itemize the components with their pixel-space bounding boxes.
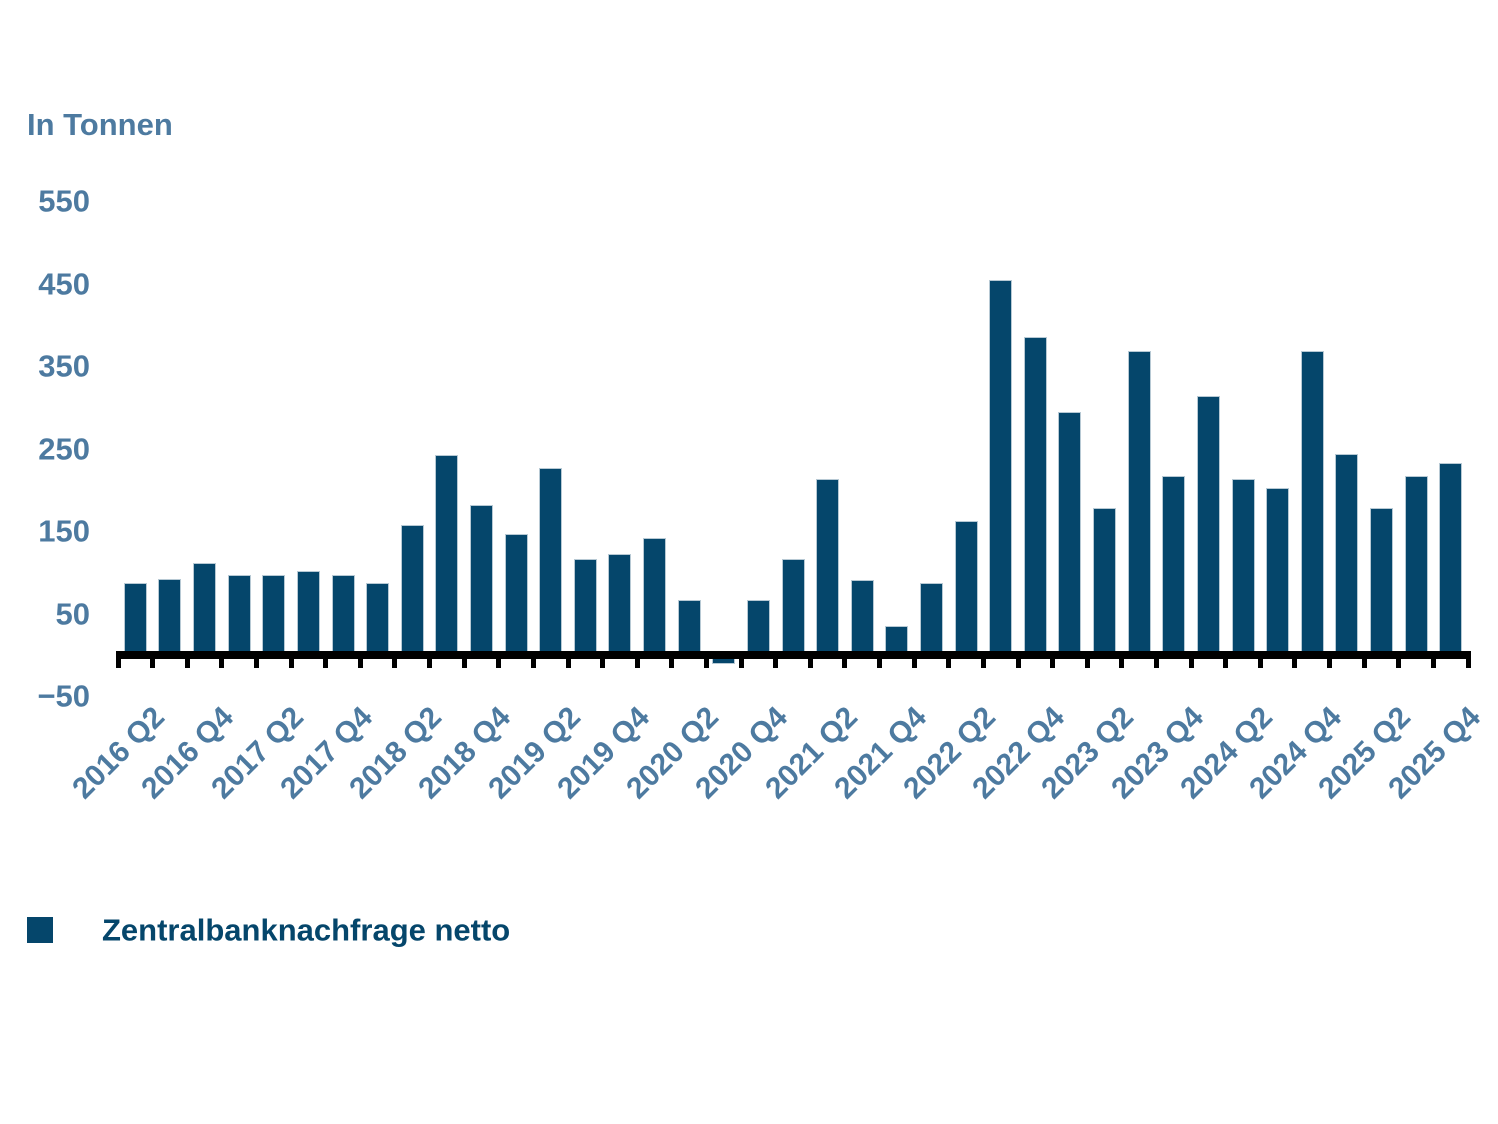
bar [919, 583, 943, 655]
bar [885, 626, 909, 655]
y-axis-label: 450 [38, 266, 90, 302]
x-axis-tick [1465, 651, 1471, 668]
bar [1196, 395, 1220, 655]
x-axis-tick [1257, 651, 1263, 668]
x-axis-tick [1223, 651, 1229, 668]
x-axis-tick [1396, 651, 1402, 668]
x-axis-tick [1292, 651, 1298, 668]
bar [1404, 475, 1428, 655]
bar [1266, 487, 1290, 655]
bar [573, 559, 597, 655]
x-axis-tick [911, 651, 917, 668]
y-axis-label: 350 [38, 348, 90, 384]
bar [816, 479, 840, 655]
bar [1335, 453, 1359, 655]
x-axis-tick [1327, 651, 1333, 668]
bar [331, 574, 355, 655]
x-axis-tick [703, 651, 709, 668]
x-axis-tick [738, 651, 744, 668]
x-axis-tick [877, 651, 883, 668]
x-axis-tick [184, 651, 190, 668]
x-axis-tick [357, 651, 363, 668]
x-axis-tick [842, 651, 848, 668]
x-axis-tick [807, 651, 813, 668]
bar [1127, 350, 1151, 655]
bar [1093, 508, 1117, 655]
x-axis-line [116, 651, 1470, 659]
bar [469, 504, 493, 655]
y-axis-label: 550 [38, 183, 90, 219]
x-axis-tick [1153, 651, 1159, 668]
bar [435, 454, 459, 655]
bar [1162, 475, 1186, 655]
x-axis-tick [980, 651, 986, 668]
y-axis-label: 50 [55, 596, 90, 632]
y-axis-label: 250 [38, 431, 90, 467]
x-axis-tick [600, 651, 606, 668]
bar [262, 574, 286, 655]
x-axis-tick [253, 651, 259, 668]
bar [296, 570, 320, 655]
bar [193, 562, 217, 655]
x-axis-tick [392, 651, 398, 668]
x-axis-tick [1430, 651, 1436, 668]
x-axis-tick [1084, 651, 1090, 668]
bar [1300, 350, 1324, 655]
x-axis-tick [1015, 651, 1021, 668]
bar [1023, 337, 1047, 655]
bar [608, 554, 632, 655]
bar [1369, 508, 1393, 655]
bar [1439, 462, 1463, 655]
x-axis-tick [1050, 651, 1056, 668]
x-axis-tick [427, 651, 433, 668]
bar [539, 467, 563, 655]
bar [989, 279, 1013, 655]
bar [227, 574, 251, 655]
x-axis-tick [461, 651, 467, 668]
y-axis-label: 150 [38, 513, 90, 549]
x-axis-tick [1119, 651, 1125, 668]
y-axis-label: −50 [37, 678, 90, 714]
x-axis-tick [150, 651, 156, 668]
chart-title: In Tonnen [27, 107, 173, 142]
bar [1058, 412, 1082, 655]
bar [677, 599, 701, 655]
bar [1231, 479, 1255, 655]
x-axis-tick [1188, 651, 1194, 668]
x-axis-tick [634, 651, 640, 668]
legend-swatch [27, 917, 53, 943]
bar [712, 655, 736, 665]
x-axis-tick [669, 651, 675, 668]
bar [850, 579, 874, 655]
x-axis-tick [219, 651, 225, 668]
bar [643, 537, 667, 655]
x-axis-tick [323, 651, 329, 668]
bar [746, 599, 770, 655]
x-axis-tick [496, 651, 502, 668]
x-axis-tick [773, 651, 779, 668]
bar [123, 583, 147, 655]
bar [366, 583, 390, 655]
bar [158, 579, 182, 655]
x-axis-tick [530, 651, 536, 668]
bar [954, 521, 978, 655]
x-axis-tick [565, 651, 571, 668]
x-axis-tick [115, 651, 121, 668]
x-axis-tick [946, 651, 952, 668]
x-axis-tick [1361, 651, 1367, 668]
bar [504, 533, 528, 655]
legend-label: Zentralbanknachfrage netto [102, 912, 511, 948]
x-axis-tick [288, 651, 294, 668]
bar [781, 559, 805, 655]
bar [400, 524, 424, 655]
